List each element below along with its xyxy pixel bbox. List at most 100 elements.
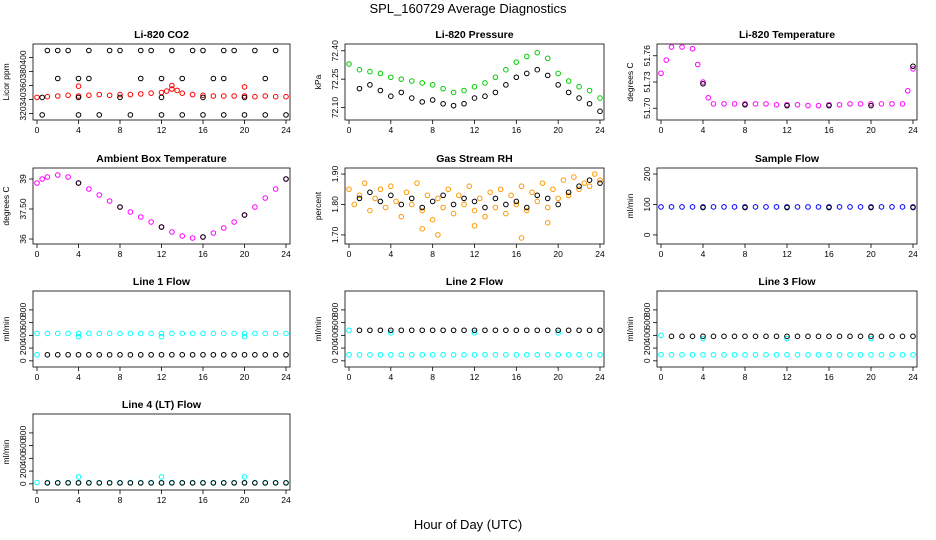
co2-point-s1 bbox=[65, 47, 71, 54]
line3-frame bbox=[656, 290, 918, 368]
line1-point-s1 bbox=[252, 351, 258, 358]
co2-ylabel: Licor ppm bbox=[1, 63, 11, 100]
line2-xtick-label: 0 bbox=[347, 372, 352, 382]
line4-point-s1 bbox=[86, 480, 92, 486]
ambient-point-s0 bbox=[39, 176, 45, 182]
line2-point-s1 bbox=[471, 327, 478, 334]
line1-point-s1 bbox=[231, 351, 237, 358]
line1-point-s1 bbox=[158, 351, 165, 358]
line3-point-s0 bbox=[742, 351, 748, 358]
sample-point-s0 bbox=[899, 204, 906, 210]
co2-point-s1 bbox=[200, 94, 206, 101]
line3-point-s0 bbox=[868, 335, 874, 342]
pressure-point-s0 bbox=[367, 68, 373, 75]
rh-point-s0 bbox=[476, 195, 483, 202]
line1-point-s1 bbox=[200, 351, 206, 358]
ambient-point-s0 bbox=[44, 174, 51, 180]
temperature-xtick-label: 24 bbox=[908, 125, 918, 135]
sample-point-s0 bbox=[731, 204, 738, 210]
ambient-xtick-label: 16 bbox=[198, 249, 208, 259]
line3-point-s0 bbox=[700, 335, 706, 342]
co2-point-s1 bbox=[127, 112, 134, 118]
line3-point-s1 bbox=[847, 333, 853, 340]
pressure-point-s0 bbox=[597, 95, 603, 101]
line2-point-s1 bbox=[356, 327, 363, 334]
rh-point-s1 bbox=[534, 192, 541, 199]
sample-point-s0 bbox=[763, 204, 769, 210]
line2-point-s1 bbox=[513, 327, 520, 334]
line3-point-s1 bbox=[899, 333, 906, 340]
ambient-panel: Ambient Box Temperature degrees C 0 4 8 12 16 2… bbox=[1, 153, 291, 259]
sample-point-s0 bbox=[836, 204, 843, 210]
line1-point-s0 bbox=[220, 330, 227, 337]
ambient-xtick-label: 20 bbox=[240, 249, 250, 259]
pressure-point-s0 bbox=[408, 78, 415, 84]
rh-point-s0 bbox=[482, 213, 488, 220]
sample-point-s0 bbox=[721, 204, 727, 210]
line3-point-s0 bbox=[847, 351, 853, 358]
ambient-xtick-label: 24 bbox=[281, 249, 291, 259]
line3-xtick-label: 24 bbox=[908, 372, 918, 382]
line3-point-s1 bbox=[857, 333, 864, 340]
pressure-points bbox=[346, 49, 603, 115]
line1-point-s0 bbox=[34, 330, 40, 337]
line4-point-s1 bbox=[148, 480, 154, 486]
rh-point-s0 bbox=[544, 219, 551, 226]
rh-point-s1 bbox=[356, 195, 363, 202]
rh-xtick-label: 0 bbox=[347, 249, 352, 259]
line3-xtick-label: 4 bbox=[701, 372, 706, 382]
co2-point-s0 bbox=[231, 93, 237, 99]
line2-point-s1 bbox=[576, 327, 582, 334]
rh-point-s0 bbox=[539, 180, 546, 186]
line3-point-s0 bbox=[868, 351, 874, 358]
co2-point-s0 bbox=[137, 91, 144, 97]
line4-ylabel: ml/min bbox=[1, 439, 11, 464]
line4-panel: Line 4 (LT) Flow ml/min 0 4 8 12 16 20 24 0 200400… bbox=[1, 399, 291, 505]
line3-point-s0 bbox=[658, 351, 664, 358]
ambient-xtick-label: 12 bbox=[157, 249, 167, 259]
rh-point-s0 bbox=[513, 201, 520, 208]
pressure-point-s0 bbox=[461, 87, 467, 94]
sample-point-s0 bbox=[689, 204, 696, 210]
line1-point-s0 bbox=[200, 330, 206, 337]
temperature-point-s0 bbox=[658, 70, 664, 77]
line2-point-s0 bbox=[576, 351, 582, 358]
rh-point-s0 bbox=[471, 222, 478, 229]
line1-point-s1 bbox=[179, 351, 186, 358]
line4-point-s1 bbox=[200, 480, 206, 486]
ambient-ytick-label: 39 bbox=[18, 174, 28, 184]
line3-point-s0 bbox=[878, 351, 885, 358]
line4-xtick-label: 20 bbox=[240, 495, 250, 505]
co2-point-s1 bbox=[252, 47, 258, 54]
line2-xtick-label: 16 bbox=[512, 372, 522, 382]
pressure-point-s1 bbox=[544, 72, 551, 79]
temperature-point-s0 bbox=[899, 101, 906, 107]
co2-point-s0 bbox=[262, 93, 269, 99]
pressure-point-s1 bbox=[450, 102, 457, 109]
temperature-xtick-label: 8 bbox=[743, 125, 748, 135]
line3-panel: Line 3 Flow ml/min 0 4 8 12 16 20 24 0 20040060080… bbox=[625, 276, 918, 382]
pressure-point-s0 bbox=[576, 83, 582, 90]
line4-point-s1 bbox=[241, 480, 248, 486]
ambient-point-s0 bbox=[169, 229, 175, 235]
rh-point-s0 bbox=[508, 192, 514, 199]
line4-point-s1 bbox=[189, 480, 196, 486]
line3-point-s0 bbox=[752, 351, 759, 358]
line3-point-s0 bbox=[784, 351, 790, 358]
rh-point-s0 bbox=[367, 207, 373, 214]
line4-xtick-label: 8 bbox=[118, 495, 123, 505]
rh-point-s1 bbox=[565, 189, 572, 196]
line3-point-s0 bbox=[784, 335, 790, 342]
line1-point-s0 bbox=[283, 330, 289, 337]
co2-point-s1 bbox=[262, 75, 269, 82]
temperature-point-s0 bbox=[700, 79, 706, 85]
line2-point-s0 bbox=[440, 351, 446, 358]
co2-frame bbox=[32, 43, 291, 121]
line1-point-s0 bbox=[158, 333, 165, 340]
pressure-point-s1 bbox=[429, 97, 436, 103]
co2-point-s0 bbox=[34, 94, 40, 101]
line1-point-s1 bbox=[189, 351, 196, 358]
temperature-point-s0 bbox=[868, 101, 874, 107]
co2-point-s0 bbox=[148, 90, 154, 96]
line3-point-s0 bbox=[836, 351, 843, 358]
